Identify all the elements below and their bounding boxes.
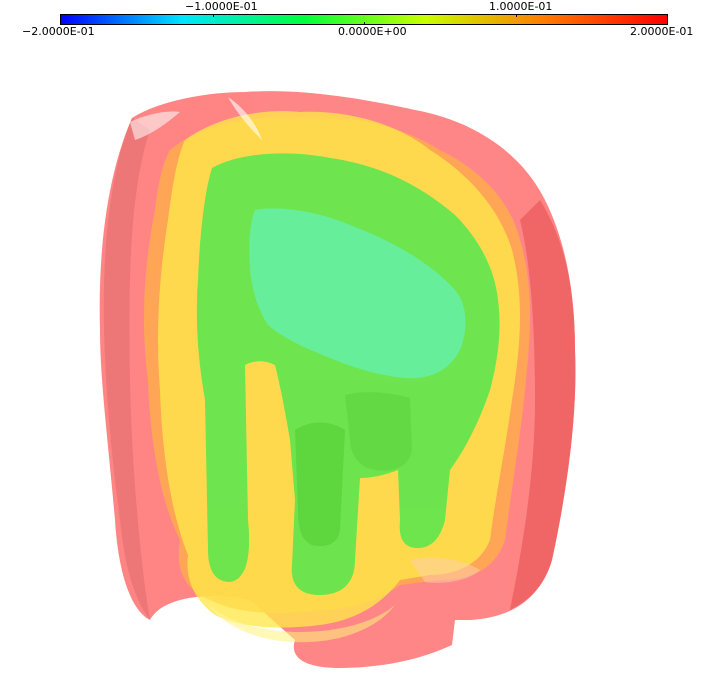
colorbar-bottom-label: 0.0000E+00: [338, 25, 407, 38]
colorbar-top-label: 1.0000E-01: [489, 0, 553, 13]
colorbar-bottom-label: −2.0000E-01: [22, 25, 95, 38]
surface-highlights: [130, 97, 480, 583]
colorbar-tick-mark: [364, 22, 365, 25]
colorbar-bottom-label: 2.0000E-01: [630, 25, 694, 38]
colorbar-top-label: −1.0000E-01: [185, 0, 258, 13]
isosurface-render: [99, 91, 576, 669]
cyan-green-isosurface: [249, 208, 466, 379]
colorbar: −1.0000E-01 1.0000E-01 −2.0000E-01 0.000…: [0, 0, 701, 40]
colorbar-tick-mark: [213, 14, 214, 17]
colorbar-tick-mark: [516, 14, 517, 17]
